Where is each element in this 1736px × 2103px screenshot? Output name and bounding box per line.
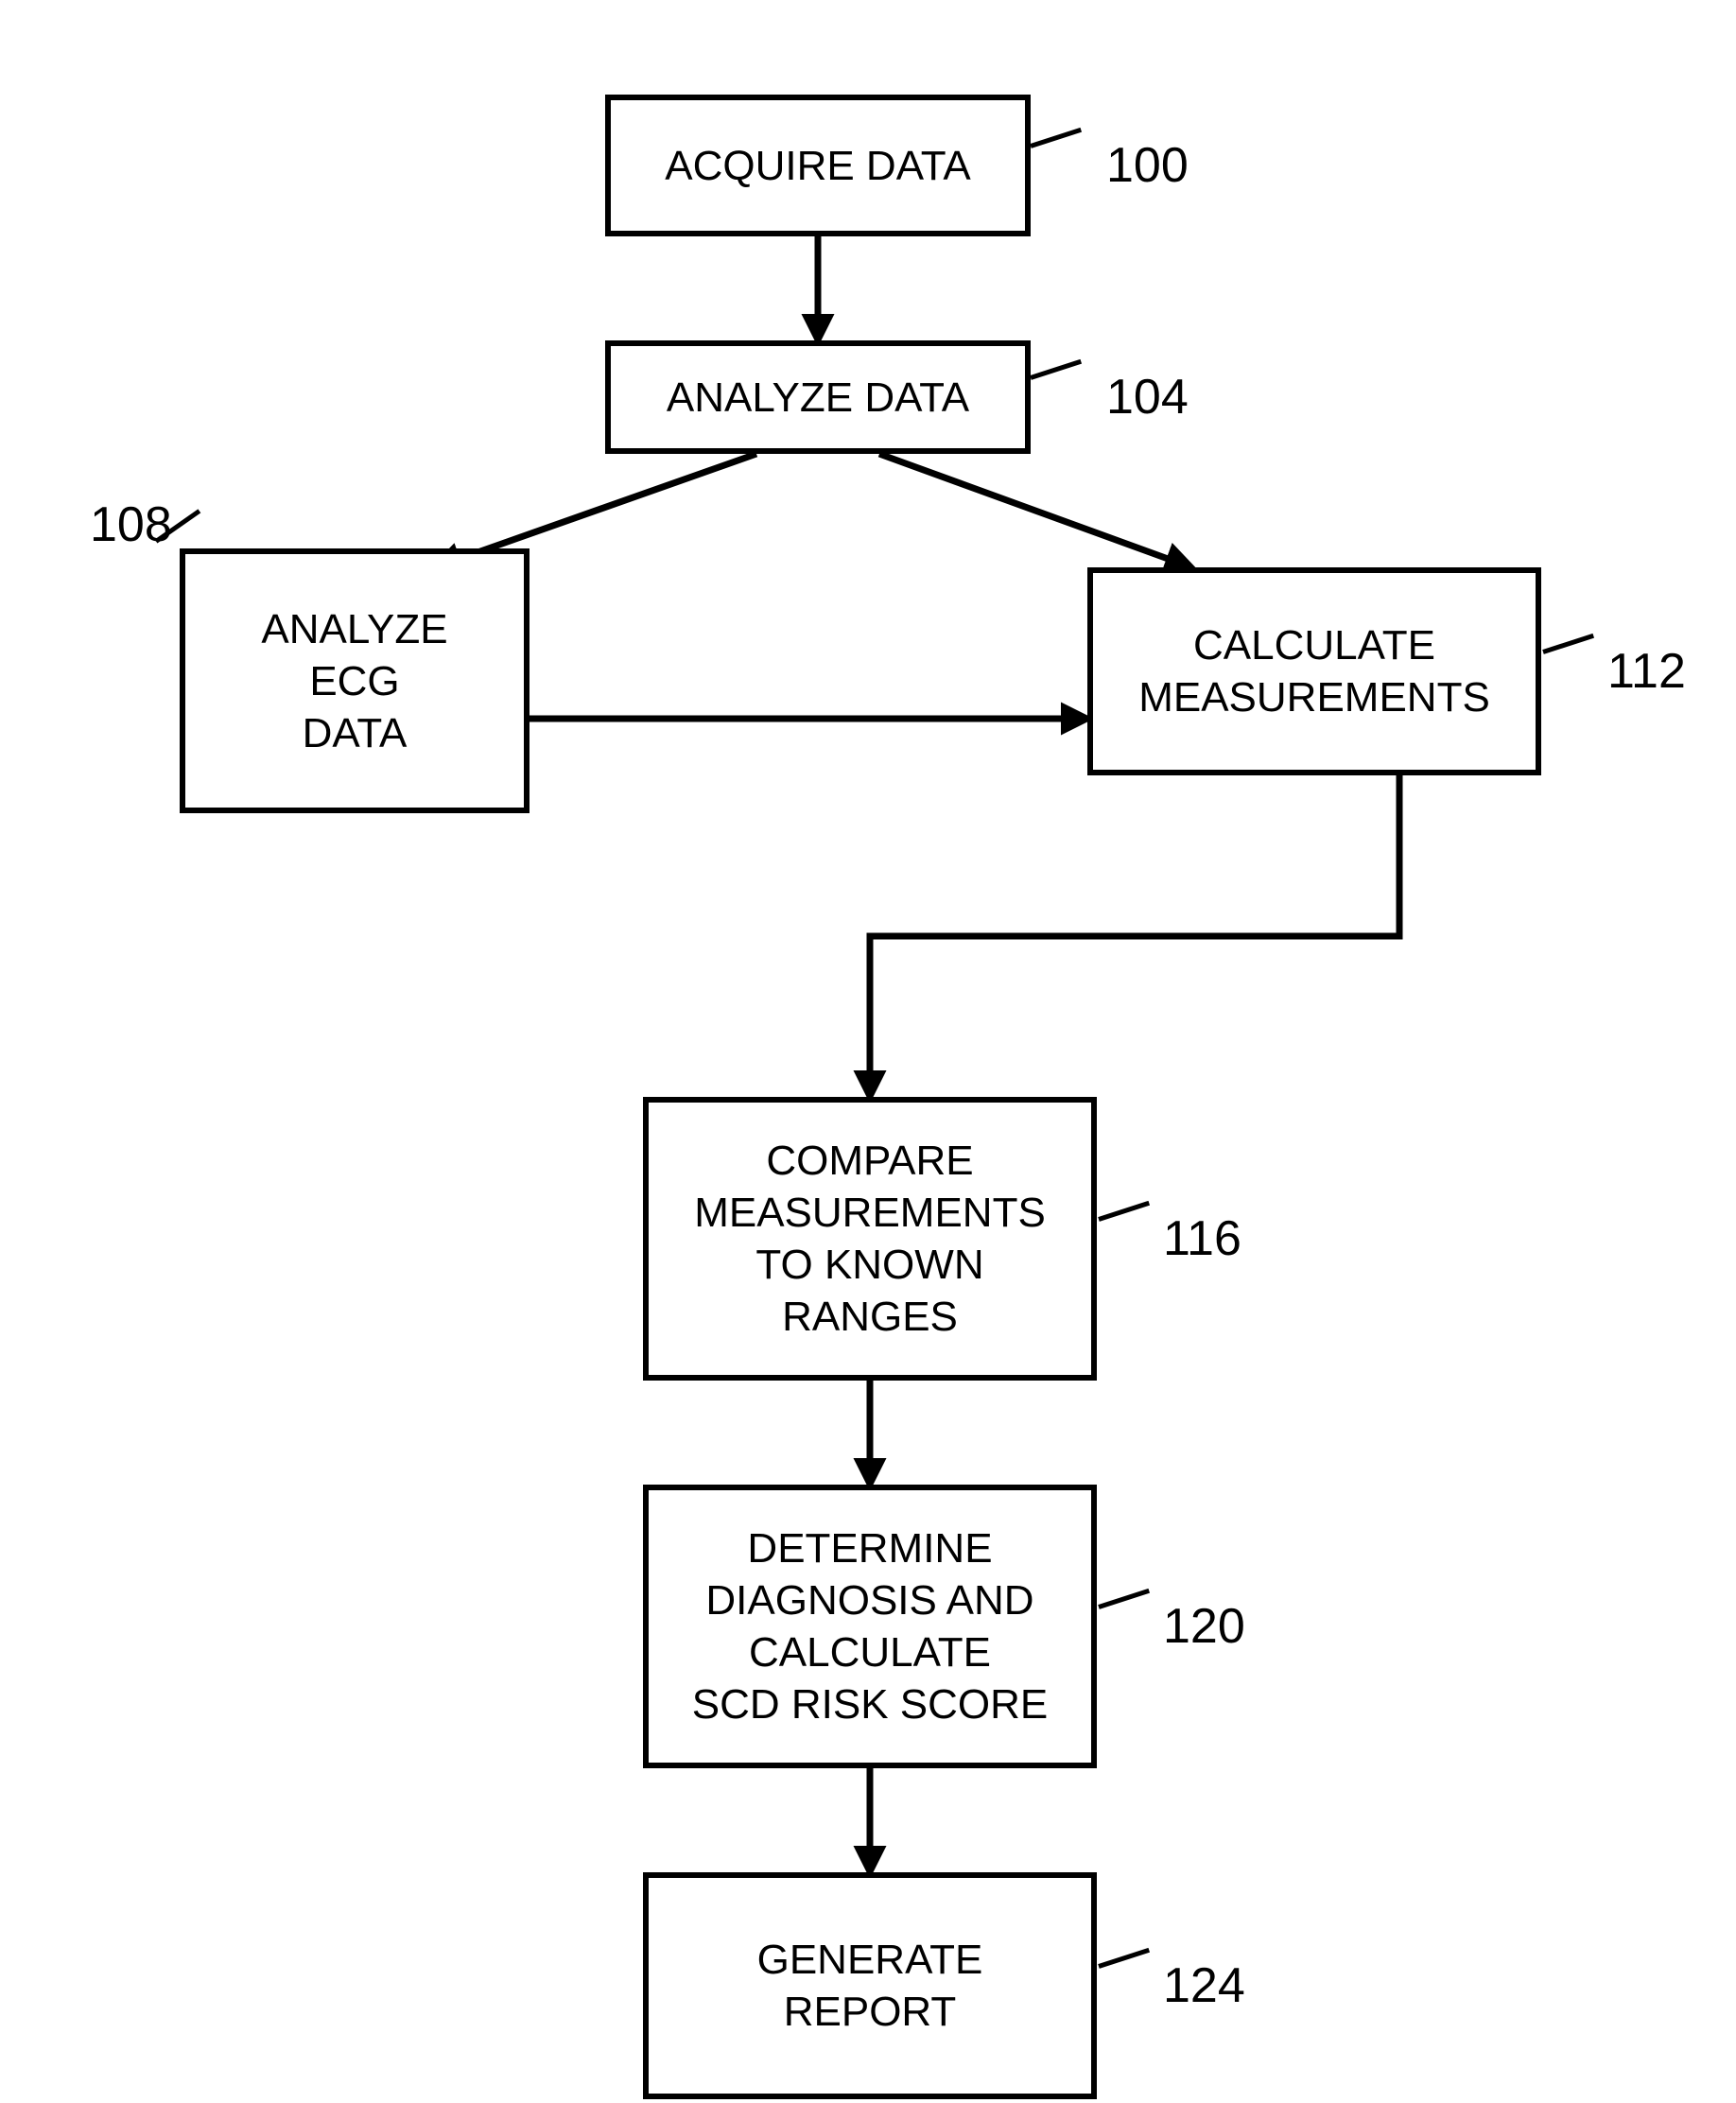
ref-104: 104 <box>1106 369 1189 426</box>
ref-tick-100 <box>1030 128 1082 148</box>
node-calculate-measurements: CALCULATE MEASUREMENTS <box>1087 567 1541 775</box>
edges-layer <box>0 0 1736 2103</box>
node-label: CALCULATE MEASUREMENTS <box>1138 619 1490 723</box>
node-analyze-data: ANALYZE DATA <box>605 340 1031 454</box>
ref-100: 100 <box>1106 137 1189 194</box>
ref-tick-104 <box>1030 359 1082 380</box>
node-label: GENERATE REPORT <box>757 1934 983 2038</box>
node-determine-diagnosis: DETERMINE DIAGNOSIS AND CALCULATE SCD RI… <box>643 1485 1097 1768</box>
ref-108: 108 <box>90 496 172 553</box>
ref-112: 112 <box>1607 643 1686 700</box>
flowchart-canvas: ACQUIRE DATA 100 ANALYZE DATA 104 ANALYZ… <box>0 0 1736 2103</box>
node-compare-measurements: COMPARE MEASUREMENTS TO KNOWN RANGES <box>643 1097 1097 1381</box>
ref-116: 116 <box>1163 1210 1241 1267</box>
edge-104-112 <box>879 454 1191 567</box>
node-analyze-ecg-data: ANALYZE ECG DATA <box>180 548 529 813</box>
ref-124: 124 <box>1163 1957 1245 2014</box>
ref-tick-124 <box>1098 1948 1150 1969</box>
node-label: COMPARE MEASUREMENTS TO KNOWN RANGES <box>694 1135 1046 1343</box>
ref-tick-116 <box>1098 1201 1150 1222</box>
node-label: ACQUIRE DATA <box>665 140 971 192</box>
ref-tick-112 <box>1542 634 1594 654</box>
node-label: ANALYZE DATA <box>667 372 969 424</box>
ref-120: 120 <box>1163 1598 1245 1655</box>
node-acquire-data: ACQUIRE DATA <box>605 95 1031 236</box>
node-label: ANALYZE ECG DATA <box>261 603 447 759</box>
ref-tick-120 <box>1098 1589 1150 1609</box>
node-generate-report: GENERATE REPORT <box>643 1872 1097 2099</box>
edge-112-116 <box>870 775 1399 1097</box>
node-label: DETERMINE DIAGNOSIS AND CALCULATE SCD RI… <box>692 1522 1049 1730</box>
